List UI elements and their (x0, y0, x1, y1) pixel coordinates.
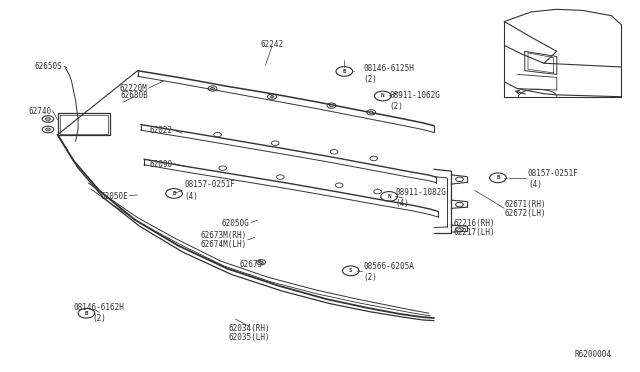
Text: 08146-6162H
(2): 08146-6162H (2) (74, 303, 125, 323)
Circle shape (211, 87, 214, 90)
Text: 62650S: 62650S (35, 62, 63, 71)
Text: 62050G: 62050G (222, 219, 250, 228)
Text: B: B (342, 69, 346, 74)
Text: 08157-0251F
(4): 08157-0251F (4) (528, 169, 579, 189)
Text: 62680B: 62680B (120, 92, 148, 100)
Text: 62242: 62242 (260, 40, 284, 49)
Text: S: S (349, 268, 353, 273)
Circle shape (45, 118, 51, 121)
Text: R6200004: R6200004 (574, 350, 611, 359)
Text: 62217(LH): 62217(LH) (453, 228, 495, 237)
Text: B: B (84, 311, 88, 316)
Text: 62740: 62740 (28, 107, 51, 116)
Text: 62050E: 62050E (100, 192, 128, 201)
Text: 08911-1082G
(4): 08911-1082G (4) (396, 188, 446, 208)
Circle shape (270, 96, 274, 98)
Text: 62220M: 62220M (120, 84, 147, 93)
Circle shape (369, 111, 373, 113)
Circle shape (259, 261, 263, 263)
Text: N: N (381, 93, 385, 99)
Text: B: B (172, 191, 176, 196)
Text: 62035(LH): 62035(LH) (228, 333, 271, 342)
Text: 62673M(RH): 62673M(RH) (200, 231, 246, 240)
Text: 08566-6205A
(2): 08566-6205A (2) (364, 262, 414, 282)
Text: 62022: 62022 (150, 126, 173, 135)
Text: 62674M(LH): 62674M(LH) (200, 240, 246, 249)
Text: B: B (496, 175, 500, 180)
Text: 08146-6125H
(2): 08146-6125H (2) (364, 64, 414, 84)
Text: 62675: 62675 (239, 260, 262, 269)
Text: 62090: 62090 (150, 160, 173, 169)
Circle shape (330, 105, 333, 107)
Text: 08157-0251F
(4): 08157-0251F (4) (184, 180, 235, 201)
Text: 62671(RH): 62671(RH) (504, 200, 546, 209)
Text: 62672(LH): 62672(LH) (504, 209, 546, 218)
Text: 62034(RH): 62034(RH) (228, 324, 271, 333)
Text: N: N (387, 194, 391, 199)
Text: 62216(RH): 62216(RH) (453, 219, 495, 228)
Circle shape (45, 128, 51, 131)
Text: 08911-1062G
(2): 08911-1062G (2) (389, 91, 440, 111)
